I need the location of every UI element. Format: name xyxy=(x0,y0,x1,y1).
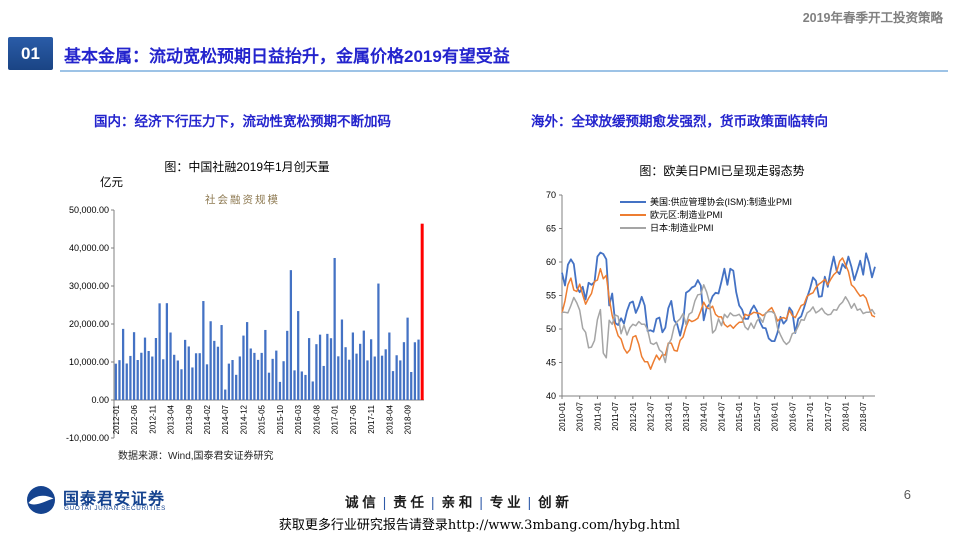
svg-text:2012-07: 2012-07 xyxy=(647,401,656,431)
svg-text:2017-06: 2017-06 xyxy=(349,404,358,434)
svg-text:2013-01: 2013-01 xyxy=(664,401,673,431)
svg-text:2015-07: 2015-07 xyxy=(753,401,762,431)
svg-text:2013-07: 2013-07 xyxy=(682,401,691,431)
svg-text:欧元区:制造业PMI: 欧元区:制造业PMI xyxy=(650,209,723,220)
svg-text:2012-01: 2012-01 xyxy=(112,404,121,434)
svg-text:20,000.00: 20,000.00 xyxy=(69,319,109,329)
watermark-promo-link: 获取更多行业研究报告请登录http://www.3mbang.com/hybg.… xyxy=(278,518,681,533)
svg-text:2012-11: 2012-11 xyxy=(148,404,157,433)
svg-text:2010-01: 2010-01 xyxy=(558,401,567,431)
svg-text:2010-07: 2010-07 xyxy=(576,401,585,431)
svg-text:2016-08: 2016-08 xyxy=(312,404,321,434)
data-source-note: 数据来源：Wind,国泰君安证券研究 xyxy=(118,451,274,462)
svg-text:2015-05: 2015-05 xyxy=(258,404,267,434)
svg-text:45: 45 xyxy=(546,358,556,368)
page-number: 6 xyxy=(903,487,911,502)
domestic-heading: 国内：经济下行压力下，流动性宽松预期不断加码 xyxy=(94,114,391,129)
company-name-en: GUOTAI JUNAN SECURITIES xyxy=(64,505,167,512)
company-name-cn: 国泰君安证券 xyxy=(63,491,166,508)
svg-text:2018-09: 2018-09 xyxy=(404,404,413,434)
svg-text:10,000.00: 10,000.00 xyxy=(69,357,109,367)
svg-text:2016-03: 2016-03 xyxy=(294,404,303,434)
overseas-heading: 海外：全球放缓预期愈发强烈，货币政策面临转向 xyxy=(531,114,828,129)
svg-text:2015-10: 2015-10 xyxy=(276,404,285,434)
bar-chart-unit-label: 亿元 xyxy=(100,177,123,189)
svg-text:30,000.00: 30,000.00 xyxy=(69,281,109,291)
svg-text:2017-11: 2017-11 xyxy=(367,404,376,433)
company-values: 诚 信 | 责 任 | 亲 和 | 专 业 | 创 新 xyxy=(345,495,569,510)
svg-text:40: 40 xyxy=(546,391,556,401)
svg-text:55: 55 xyxy=(546,291,556,301)
svg-text:2013-04: 2013-04 xyxy=(167,404,176,434)
svg-text:2011-07: 2011-07 xyxy=(611,401,620,430)
svg-text:2016-01: 2016-01 xyxy=(771,401,780,431)
svg-text:2014-07: 2014-07 xyxy=(717,401,726,431)
svg-text:2016-07: 2016-07 xyxy=(788,401,797,431)
svg-text:日本:制造业PMI: 日本:制造业PMI xyxy=(650,222,714,233)
report-series-label: 2019年春季开工投资策略 xyxy=(802,11,943,25)
svg-text:2014-07: 2014-07 xyxy=(221,404,230,434)
svg-text:70: 70 xyxy=(546,190,556,200)
svg-text:-10,000.00: -10,000.00 xyxy=(66,433,109,443)
svg-text:2017-01: 2017-01 xyxy=(331,404,340,434)
svg-text:50,000.00: 50,000.00 xyxy=(69,205,109,215)
svg-text:美国:供应管理协会(ISM):制造业PMI: 美国:供应管理协会(ISM):制造业PMI xyxy=(650,196,792,207)
slide-title: 基本金属：流动宽松预期日益抬升，金属价格2019有望受益 xyxy=(64,47,510,66)
svg-text:2012-06: 2012-06 xyxy=(130,404,139,434)
svg-text:2015-01: 2015-01 xyxy=(735,401,744,431)
svg-text:2014-12: 2014-12 xyxy=(239,404,248,434)
line-chart-title: 图：欧美日PMI已呈现走弱态势 xyxy=(639,164,805,178)
title-divider xyxy=(60,70,948,72)
social-financing-bar-chart: 50,000.00 40,000.00 30,000.00 20,000.00 10,0… xyxy=(66,205,424,443)
svg-text:2018-04: 2018-04 xyxy=(385,404,394,434)
svg-text:2017-07: 2017-07 xyxy=(824,401,833,431)
svg-text:2017-01: 2017-01 xyxy=(806,401,815,431)
svg-text:40,000.00: 40,000.00 xyxy=(69,243,109,253)
bar-chart-series-label: 社会融资规模 xyxy=(205,194,280,206)
svg-text:2014-02: 2014-02 xyxy=(203,404,212,434)
svg-text:2018-07: 2018-07 xyxy=(859,401,868,431)
svg-text:2013-09: 2013-09 xyxy=(185,404,194,434)
bar-chart-title: 图：中国社融2019年1月创天量 xyxy=(164,160,330,174)
svg-text:2018-01: 2018-01 xyxy=(841,401,850,431)
svg-text:2012-01: 2012-01 xyxy=(629,401,638,431)
guotai-junan-logo-icon xyxy=(27,486,55,514)
svg-text:50: 50 xyxy=(546,324,556,334)
svg-text:60: 60 xyxy=(546,257,556,267)
svg-text:0.00: 0.00 xyxy=(91,395,109,405)
svg-text:2011-01: 2011-01 xyxy=(593,401,602,430)
svg-text:65: 65 xyxy=(546,224,556,234)
svg-text:2014-01: 2014-01 xyxy=(700,401,709,431)
section-number-badge: 01 xyxy=(8,37,53,70)
